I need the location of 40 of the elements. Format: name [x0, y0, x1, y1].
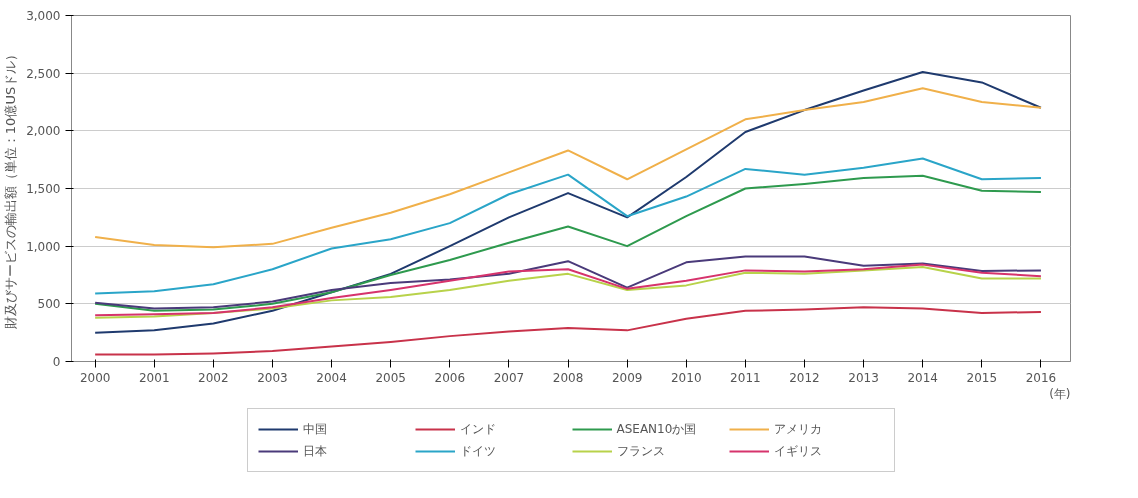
x-tick-label: 2008 — [552, 370, 584, 385]
legend-label: 日本 — [302, 442, 328, 460]
line-series — [94, 255, 1042, 310]
legend-label: 中国 — [302, 420, 328, 438]
x-tick-label: 2012 — [789, 370, 820, 385]
y-tick-label: 2,000 — [26, 124, 61, 139]
x-tick-label: 2011 — [730, 370, 761, 385]
line-series — [94, 174, 1042, 312]
x-tick-label: 2016 — [1025, 370, 1057, 385]
legend-label: ASEAN10か国 — [616, 420, 698, 438]
legend-label: ドイツ — [459, 442, 497, 460]
y-tick-label: 2,500 — [26, 66, 61, 81]
x-tick-label: 2002 — [198, 370, 229, 385]
x-tick-label: 2004 — [316, 370, 347, 385]
x-tick-label: 2006 — [434, 370, 466, 385]
line-series — [94, 87, 1042, 249]
legend-label: イギリス — [773, 442, 823, 460]
y-tick-label: 1,000 — [26, 239, 61, 254]
x-tick-label: 2015 — [966, 370, 998, 385]
x-tick-label: 2007 — [493, 370, 525, 385]
legend-label: インド — [459, 420, 497, 438]
line-series — [94, 157, 1042, 295]
y-tick-label: 3,000 — [26, 9, 61, 23]
y-tick-label: 0 — [52, 355, 61, 369]
legend-label: フランス — [616, 442, 666, 460]
y-tick-label: 1,500 — [26, 182, 61, 196]
y-tick-label: 500 — [37, 297, 61, 312]
x-tick-label: 2014 — [907, 370, 938, 385]
x-axis-title: (年) — [1049, 386, 1071, 401]
x-tick-label: 2005 — [375, 370, 406, 385]
x-tick-label: 2001 — [138, 370, 170, 385]
x-tick-label: 2010 — [671, 370, 702, 385]
x-tick-label: 2000 — [79, 370, 111, 385]
x-tick-label: 2013 — [848, 370, 879, 385]
y-axis-title: 財及びサービスの輸出額（単位：10億USドル） — [3, 47, 19, 330]
legend-label: アメリカ — [773, 420, 823, 438]
x-tick-label: 2009 — [611, 370, 643, 385]
line-series — [94, 306, 1042, 356]
x-tick-label: 2003 — [257, 370, 288, 385]
line-series — [94, 71, 1042, 334]
